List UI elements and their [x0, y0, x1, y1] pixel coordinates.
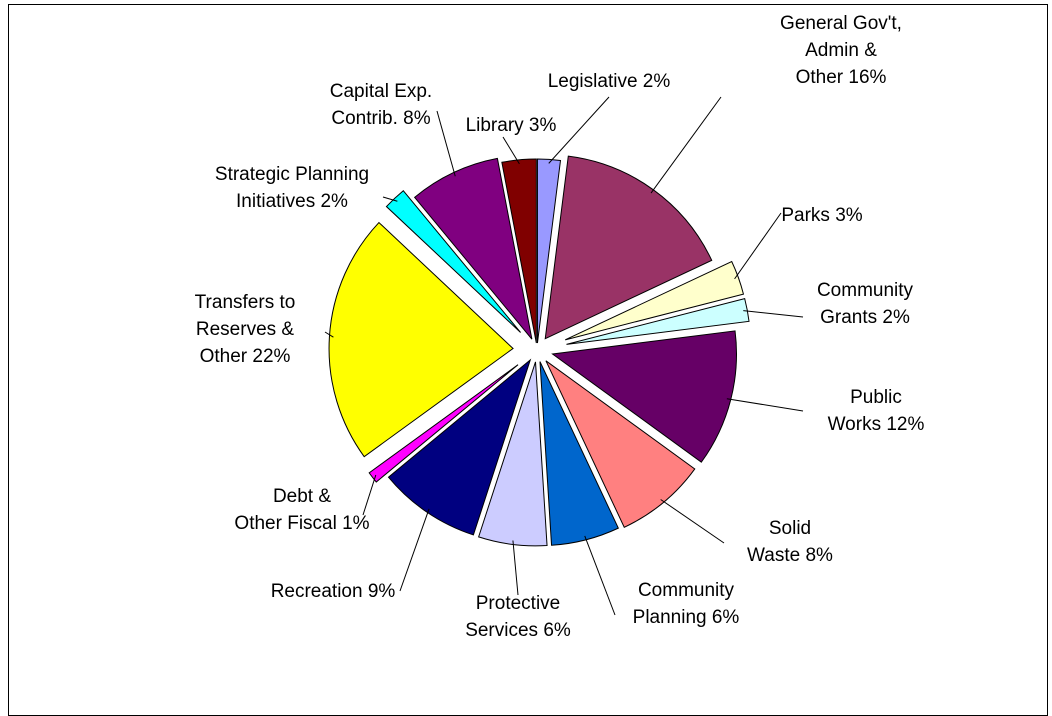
pie-slice — [565, 260, 745, 341]
leader-lines — [324, 96, 804, 616]
pie-chart: Legislative 2% General Gov't, Admin & Other… — [195, 13, 925, 641]
pie-slice — [478, 361, 548, 547]
slice-label: Recreation 9% — [271, 581, 396, 602]
pie-slices — [328, 155, 750, 547]
leader-line — [502, 136, 520, 165]
slice-label: Capital Exp. Contrib. 8% — [330, 81, 432, 129]
pie-slice — [501, 158, 537, 344]
slice-label: Legislative 2% — [548, 71, 671, 92]
pie-slice — [385, 190, 521, 333]
leader-line — [362, 474, 377, 516]
slice-label: Public Works 12% — [828, 387, 925, 435]
leader-line — [743, 310, 804, 318]
leader-line — [650, 96, 722, 194]
slice-label: Community Planning 6% — [633, 580, 740, 628]
pie-slice — [413, 157, 533, 340]
pie-slice — [328, 221, 514, 458]
slice-label: Debt & Other Fiscal 1% — [234, 486, 369, 534]
leader-line — [548, 96, 610, 164]
slice-label: Strategic Planning Initiatives 2% — [215, 164, 369, 212]
slice-label: Community Grants 2% — [817, 280, 914, 328]
slice-labels: Legislative 2% General Gov't, Admin & Other… — [195, 13, 925, 641]
slice-label: Parks 3% — [781, 205, 862, 226]
slice-label: Solid Waste 8% — [747, 518, 833, 566]
pie-slice — [387, 358, 532, 536]
leader-line — [436, 110, 456, 177]
leader-line — [399, 508, 430, 592]
slice-label: Library 3% — [466, 115, 557, 136]
leader-line — [734, 212, 782, 280]
leader-line — [324, 331, 334, 338]
pie-slice — [545, 360, 696, 528]
leader-line — [512, 540, 519, 596]
slice-label: General Gov't, Admin & Other 16% — [780, 13, 902, 88]
chart-frame: Legislative 2% General Gov't, Admin & Other… — [8, 4, 1048, 716]
pie-slice — [368, 364, 519, 483]
slice-label: Transfers to Reserves & Other 22% — [195, 292, 296, 367]
leader-line — [382, 196, 398, 202]
slice-label: Protective Services 6% — [465, 593, 571, 641]
leader-line — [584, 535, 616, 616]
pie-slice — [536, 158, 562, 344]
pie-slice — [566, 298, 750, 345]
leader-line — [726, 398, 804, 412]
leader-line — [660, 499, 725, 544]
